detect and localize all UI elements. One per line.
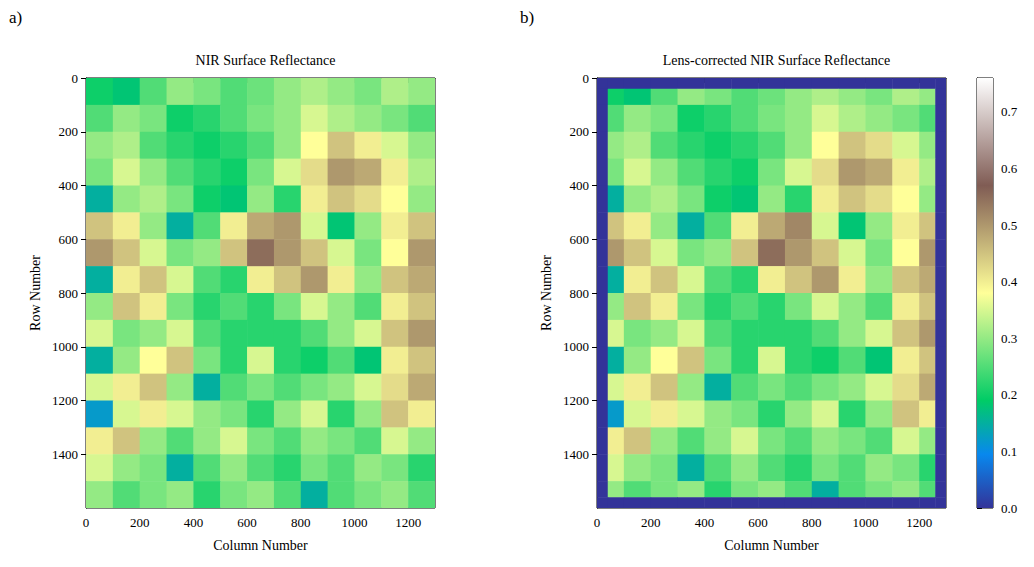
svg-text:0.5: 0.5: [1001, 218, 1017, 233]
svg-text:200: 200: [130, 515, 150, 530]
svg-text:NIR Surface Reflectance: NIR Surface Reflectance: [196, 53, 336, 68]
svg-text:200: 200: [570, 124, 590, 139]
svg-text:1200: 1200: [906, 515, 932, 530]
svg-text:200: 200: [641, 515, 661, 530]
svg-text:0: 0: [72, 71, 79, 86]
svg-text:0.6: 0.6: [1001, 161, 1018, 176]
svg-text:400: 400: [695, 515, 715, 530]
svg-text:1000: 1000: [52, 339, 78, 354]
svg-text:600: 600: [748, 515, 768, 530]
svg-text:1200: 1200: [563, 393, 589, 408]
svg-text:600: 600: [570, 232, 590, 247]
svg-text:0.2: 0.2: [1001, 387, 1017, 402]
svg-text:0.4: 0.4: [1001, 274, 1018, 289]
svg-text:400: 400: [59, 178, 79, 193]
svg-text:0.1: 0.1: [1001, 444, 1017, 459]
svg-text:Column Number: Column Number: [724, 538, 819, 553]
svg-text:800: 800: [291, 515, 311, 530]
svg-text:800: 800: [570, 286, 590, 301]
svg-text:b): b): [520, 8, 534, 27]
svg-text:Lens-corrected NIR Surface Ref: Lens-corrected NIR Surface Reflectance: [663, 53, 890, 68]
svg-text:600: 600: [237, 515, 257, 530]
svg-text:0.7: 0.7: [1001, 104, 1018, 119]
svg-text:400: 400: [570, 178, 590, 193]
svg-text:0.0: 0.0: [1001, 501, 1017, 516]
svg-text:1000: 1000: [341, 515, 367, 530]
svg-text:Column Number: Column Number: [213, 538, 308, 553]
svg-text:0: 0: [83, 515, 90, 530]
svg-text:1000: 1000: [852, 515, 878, 530]
svg-text:200: 200: [59, 124, 79, 139]
svg-text:1400: 1400: [563, 447, 589, 462]
svg-text:1200: 1200: [395, 515, 421, 530]
svg-text:800: 800: [802, 515, 822, 530]
svg-text:1400: 1400: [52, 447, 78, 462]
svg-text:800: 800: [59, 286, 79, 301]
svg-text:400: 400: [184, 515, 204, 530]
svg-text:1200: 1200: [52, 393, 78, 408]
svg-text:0.3: 0.3: [1001, 331, 1017, 346]
svg-text:a): a): [9, 8, 22, 27]
svg-text:Row Number: Row Number: [28, 255, 43, 331]
svg-text:1000: 1000: [563, 339, 589, 354]
svg-text:600: 600: [59, 232, 79, 247]
svg-text:0: 0: [583, 71, 590, 86]
svg-text:Row Number: Row Number: [539, 255, 554, 331]
svg-text:0: 0: [594, 515, 601, 530]
